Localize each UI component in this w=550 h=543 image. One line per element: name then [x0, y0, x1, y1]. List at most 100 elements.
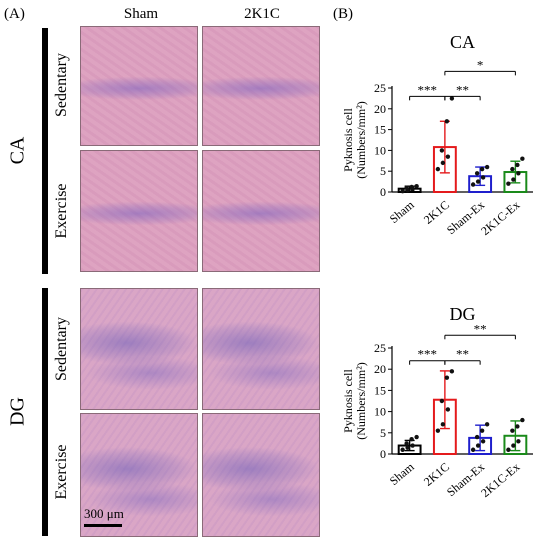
data-point — [516, 439, 521, 444]
region-bar-dg — [42, 288, 48, 536]
y-axis-label: Pyknosis cell(Numbers/mm²) — [341, 101, 368, 179]
data-point — [414, 434, 419, 440]
data-point — [511, 177, 516, 182]
data-point — [439, 398, 445, 404]
data-point — [484, 422, 490, 427]
significance-label: *** — [418, 82, 438, 97]
data-point — [480, 439, 486, 444]
data-point — [475, 179, 481, 184]
data-point — [444, 119, 450, 124]
data-point — [409, 436, 414, 442]
data-point — [511, 443, 516, 448]
data-point — [400, 188, 405, 194]
y-tick-label: 15 — [374, 123, 386, 137]
micrograph-ca-2k1c-exercise — [202, 150, 320, 272]
data-point — [470, 447, 476, 452]
data-point — [510, 428, 515, 433]
data-point — [516, 171, 521, 176]
data-point — [400, 447, 405, 452]
data-point — [439, 148, 445, 153]
column-header-sham: Sham — [123, 6, 159, 22]
panel-a-label: (A) — [4, 6, 25, 22]
y-tick-label: 0 — [380, 447, 386, 461]
y-tick-label: 25 — [374, 81, 386, 95]
y-tick-label: 10 — [374, 405, 386, 419]
significance-label: ** — [474, 321, 487, 336]
data-point — [435, 428, 441, 433]
y-tick-label: 5 — [380, 164, 386, 178]
column-header-2k1c: 2K1C — [244, 6, 280, 22]
y-tick-label: 20 — [374, 102, 386, 116]
significance-label: *** — [418, 347, 438, 362]
micrograph-dg-sham-sedentary — [80, 288, 198, 410]
data-point — [405, 445, 410, 450]
row-label-ca-exercise: Exercise — [53, 183, 70, 239]
data-point — [445, 407, 451, 412]
data-point — [480, 175, 486, 180]
x-tick-label: Sham — [387, 197, 417, 226]
y-axis-label-line: Pyknosis cell — [341, 108, 355, 172]
y-tick-label: 0 — [380, 185, 386, 199]
data-point — [520, 417, 525, 423]
y-axis-label-line: (Numbers/mm²) — [354, 362, 368, 440]
region-bar-ca — [42, 28, 48, 274]
y-axis-label-line: Pyknosis cell — [341, 369, 355, 433]
x-tick-label: 2K1C-Ex — [478, 460, 522, 500]
row-label-ca-sedentary: Sedentary — [53, 53, 70, 117]
data-point — [479, 428, 485, 433]
micrograph-dg-2k1c-exercise — [202, 413, 320, 537]
x-tick-label: Sham — [387, 459, 417, 488]
data-point — [484, 164, 490, 170]
y-tick-label: 15 — [374, 383, 386, 397]
data-point — [506, 447, 511, 452]
data-point — [414, 183, 419, 189]
data-point — [440, 160, 446, 166]
row-label-dg-sedentary: Sedentary — [53, 317, 70, 381]
micrograph-dg-2k1c-sedentary — [202, 288, 320, 410]
data-point — [479, 166, 485, 172]
data-point — [449, 96, 455, 101]
data-point — [515, 424, 520, 429]
y-axis-label: Pyknosis cell(Numbers/mm²) — [341, 362, 368, 440]
micrograph-ca-sham-sedentary — [80, 26, 198, 146]
y-tick-label: 10 — [374, 143, 386, 157]
data-point — [404, 441, 409, 446]
data-point — [449, 369, 455, 374]
region-label-ca: CA — [6, 136, 29, 165]
data-point — [474, 434, 480, 440]
chart-ca: CA Pyknosis cell(Numbers/mm²) 0 5 10 15 20 25 Sh… — [341, 32, 533, 238]
y-tick-label: 5 — [380, 426, 386, 440]
chart-title: CA — [450, 32, 475, 52]
scale-bar-label: 300 μm — [84, 506, 124, 521]
y-tick-label: 20 — [374, 362, 386, 376]
significance-label: ** — [456, 82, 469, 97]
data-point — [506, 181, 511, 186]
data-point — [510, 166, 515, 172]
micrograph-ca-2k1c-sedentary — [202, 26, 320, 146]
data-point — [475, 443, 481, 448]
chart-dg: DG Pyknosis cell(Numbers/mm²) 0 5 10 15 20 25 Sh… — [341, 304, 533, 500]
region-label-dg: DG — [6, 397, 29, 426]
data-point — [409, 184, 414, 190]
data-point — [520, 156, 525, 161]
data-point — [435, 166, 441, 172]
data-point — [515, 162, 520, 168]
significance-label: * — [477, 57, 484, 72]
micrograph-dg-sham-exercise — [80, 413, 198, 537]
data-point — [445, 154, 451, 159]
micrograph-ca-sham-exercise — [80, 150, 198, 272]
data-point — [404, 185, 409, 191]
data-point — [410, 443, 415, 448]
x-tick-label: 2K1C-Ex — [478, 198, 522, 238]
y-axis-label-line: (Numbers/mm²) — [354, 101, 368, 179]
scale-bar — [84, 524, 122, 527]
panel-b-label: (B) — [333, 6, 353, 22]
data-point — [440, 422, 446, 427]
chart-title: DG — [450, 304, 476, 324]
data-point — [474, 171, 480, 176]
significance-label: ** — [456, 347, 469, 362]
data-point — [444, 375, 450, 380]
data-point — [470, 182, 476, 187]
y-tick-label: 25 — [374, 341, 386, 355]
row-label-dg-exercise: Exercise — [53, 444, 70, 500]
